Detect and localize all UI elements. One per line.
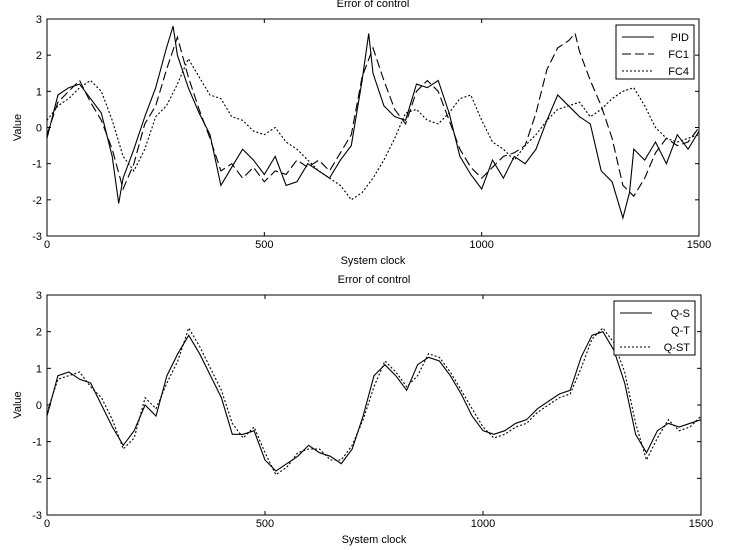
y-tick-label: -2: [32, 195, 42, 207]
chart-title: Error of control: [337, 0, 410, 10]
y-tick-label: 3: [36, 14, 42, 26]
legend-label: Q-T: [671, 325, 690, 337]
x-tick-label: 0: [44, 239, 50, 251]
x-tick-label: 1500: [687, 239, 711, 251]
legend-label: PID: [671, 32, 689, 44]
x-tick-label: 1000: [471, 518, 495, 530]
y-tick-label: 0: [36, 400, 42, 412]
x-axis-label: System clock: [342, 534, 407, 546]
x-tick-label: 1500: [689, 518, 713, 530]
y-axis-label: Value: [12, 391, 24, 418]
y-tick-label: 2: [36, 50, 42, 62]
chart-panel-2: Error of control 0 500 1000 1500 -3 -2 -1 0 1 2 3 Sy…: [12, 274, 713, 546]
y-tick-label: 1: [36, 363, 42, 375]
series-line-q-st: [47, 326, 701, 476]
chart-title: Error of control: [338, 274, 411, 286]
x-tick-label: 500: [255, 239, 273, 251]
x-tick-label: 500: [256, 518, 274, 530]
legend-label: Q-ST: [664, 342, 691, 354]
legend-label: Q-S: [670, 308, 690, 320]
legend: PID FC1 FC4: [615, 24, 695, 80]
y-tick-label: 0: [36, 123, 42, 135]
x-tick-label: 0: [44, 518, 50, 530]
y-tick-label: -2: [32, 473, 42, 485]
series-line-q-s: [47, 331, 701, 472]
y-tick-label: -3: [32, 231, 42, 243]
legend: Q-S Q-T Q-ST: [613, 300, 696, 356]
legend-box: [613, 300, 696, 356]
series-line-pid: [47, 26, 699, 220]
y-tick-label: 1: [36, 86, 42, 98]
x-tick-label: 1000: [469, 239, 493, 251]
legend-box: [615, 24, 695, 80]
legend-label: FC4: [668, 66, 689, 78]
y-tick-label: 3: [36, 290, 42, 302]
legend-label: FC1: [668, 49, 689, 61]
series-line-fc1: [47, 32, 699, 198]
y-tick-label: 2: [36, 327, 42, 339]
y-tick-label: -3: [32, 510, 42, 522]
chart-panel-1: Error of control 0 500 1000 1500 -3 -2 -1 0 1 2 3 Sy…: [12, 0, 711, 267]
plot-frame: [46, 18, 700, 237]
x-axis-label: System clock: [341, 255, 406, 267]
y-tick-label: -1: [32, 159, 42, 171]
series-line-fc4: [47, 57, 699, 201]
y-axis-label: Value: [12, 114, 24, 141]
y-tick-label: -1: [32, 437, 42, 449]
